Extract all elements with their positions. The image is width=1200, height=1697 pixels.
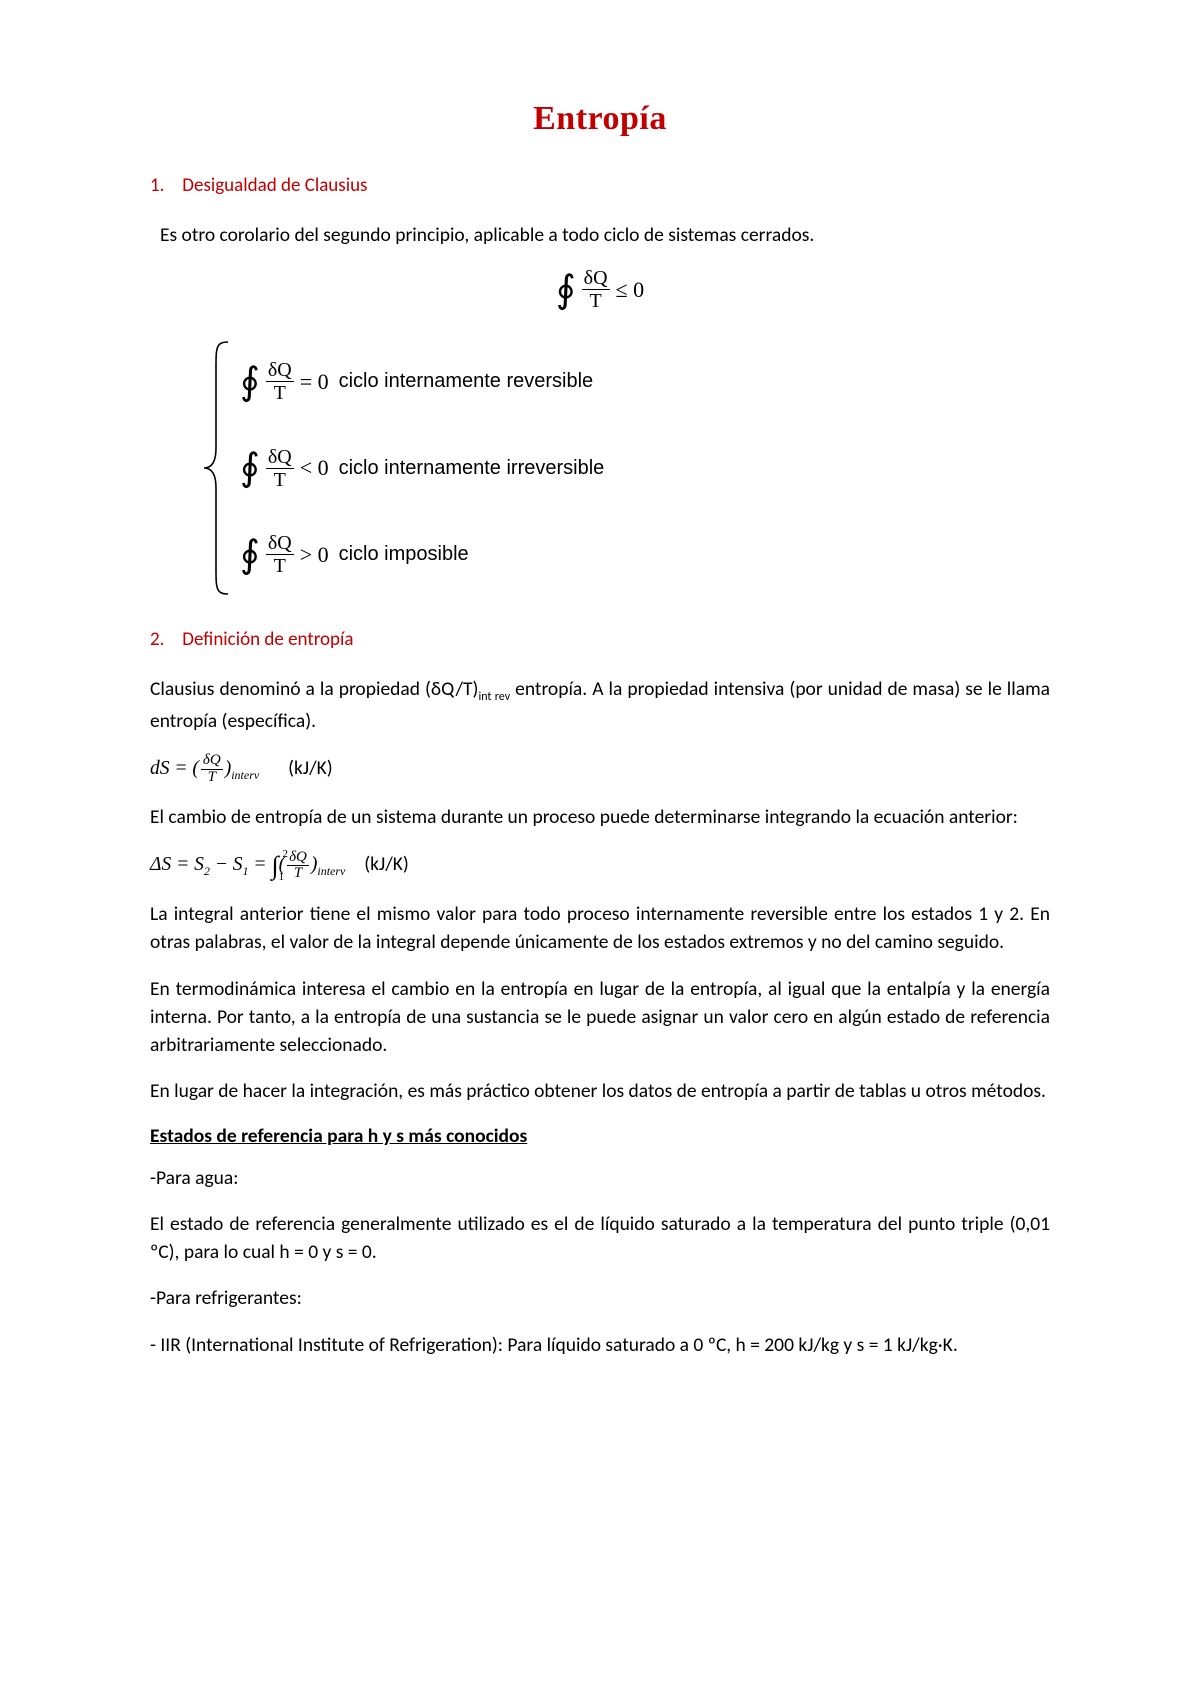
clausius-main-formula: ∮ δQ T ≤ 0	[150, 267, 1050, 312]
case-row-impossible: ∮ δQ T > 0 ciclo imposible	[240, 532, 604, 577]
formula-relation: < 0	[300, 455, 329, 481]
fraction-denominator: T	[272, 382, 288, 404]
fraction-numerator: δQ	[582, 267, 610, 290]
refrigerants-label: -Para refrigerantes:	[150, 1284, 1050, 1312]
section-1-heading: 1. Desigualdad de Clausius	[150, 174, 1050, 197]
fraction-numerator: δQ	[266, 532, 294, 555]
fraction-denominator: T	[272, 555, 288, 577]
subscript: interv	[231, 767, 259, 781]
clausius-cases: ∮ δQ T = 0 ciclo internamente reversible…	[200, 338, 1050, 598]
unit-label: (kJ/K)	[288, 756, 333, 780]
fraction-denominator: T	[206, 770, 218, 786]
formula-fragment: =	[249, 854, 272, 875]
document-page: Entropía 1. Desigualdad de Clausius Es o…	[0, 0, 1200, 1697]
contour-integral-icon: ∮	[556, 271, 576, 309]
fraction-numerator: δQ	[266, 446, 294, 469]
refrigerants-text: - IIR (International Institute of Refrig…	[150, 1331, 1050, 1359]
section-2-number: 2.	[150, 628, 178, 651]
fraction-denominator: T	[272, 469, 288, 491]
section-2-p4: En termodinámica interesa el cambio en l…	[150, 975, 1050, 1060]
integral-icon: ∫12	[271, 853, 278, 879]
unit-label: (kJ/K)	[364, 852, 409, 876]
formula-relation: > 0	[300, 542, 329, 568]
case-label: ciclo imposible	[339, 543, 469, 566]
fraction: δQ T	[582, 267, 610, 312]
formula-relation: = 0	[300, 369, 329, 395]
section-2-p3: La integral anterior tiene el mismo valo…	[150, 900, 1050, 957]
section-2-label: Definición de entropía	[182, 628, 353, 651]
integral-lower-limit: 1	[278, 872, 284, 883]
fraction-numerator: δQ	[201, 753, 223, 770]
case-label: ciclo internamente irreversible	[339, 457, 605, 480]
section-2-p2: El cambio de entropía de un sistema dura…	[150, 803, 1050, 831]
fraction-numerator: δQ	[287, 850, 309, 867]
formula-relation: ≤ 0	[616, 277, 645, 303]
subscript: interv	[317, 864, 345, 878]
fraction-denominator: T	[292, 866, 304, 882]
integral-upper-limit: 2	[282, 849, 288, 860]
section-1-label: Desigualdad de Clausius	[182, 174, 367, 197]
formula-fragment: − S	[210, 854, 243, 875]
formula-lhs: dS = (	[150, 758, 199, 779]
reference-states-heading: Estados de referencia para h y s más con…	[150, 1124, 1050, 1148]
entropy-change-formula: ΔS = S2 − S1 = ∫12(δQT)interv (kJ/K)	[150, 850, 1050, 883]
water-text: El estado de referencia generalmente uti…	[150, 1210, 1050, 1267]
section-2-p5: En lugar de hacer la integración, es más…	[150, 1077, 1050, 1105]
fraction-numerator: δQ	[266, 359, 294, 382]
contour-integral-icon: ∮	[240, 449, 260, 487]
subscript: int rev	[478, 690, 510, 704]
section-2-p1: Clausius denominó a la propiedad (δQ/T)i…	[150, 675, 1050, 735]
formula-fragment: ΔS = S	[150, 854, 204, 875]
contour-integral-icon: ∮	[240, 536, 260, 574]
section-2-heading: 2. Definición de entropía	[150, 628, 1050, 651]
fraction-denominator: T	[588, 290, 604, 312]
water-label: -Para agua:	[150, 1164, 1050, 1192]
entropy-definition-formula: dS = (δQT)interv (kJ/K)	[150, 753, 1050, 786]
page-title: Entropía	[150, 100, 1050, 138]
left-brace-icon	[200, 338, 234, 598]
case-row-irreversible: ∮ δQ T < 0 ciclo internamente irreversib…	[240, 446, 604, 491]
section-1-intro: Es otro corolario del segundo principio,…	[160, 221, 1050, 249]
section-1-number: 1.	[150, 174, 178, 197]
text-fragment: Clausius denominó a la propiedad (δQ/T)	[150, 677, 478, 701]
contour-integral-icon: ∮	[240, 363, 260, 401]
case-label: ciclo internamente reversible	[339, 370, 594, 393]
case-row-reversible: ∮ δQ T = 0 ciclo internamente reversible	[240, 359, 604, 404]
